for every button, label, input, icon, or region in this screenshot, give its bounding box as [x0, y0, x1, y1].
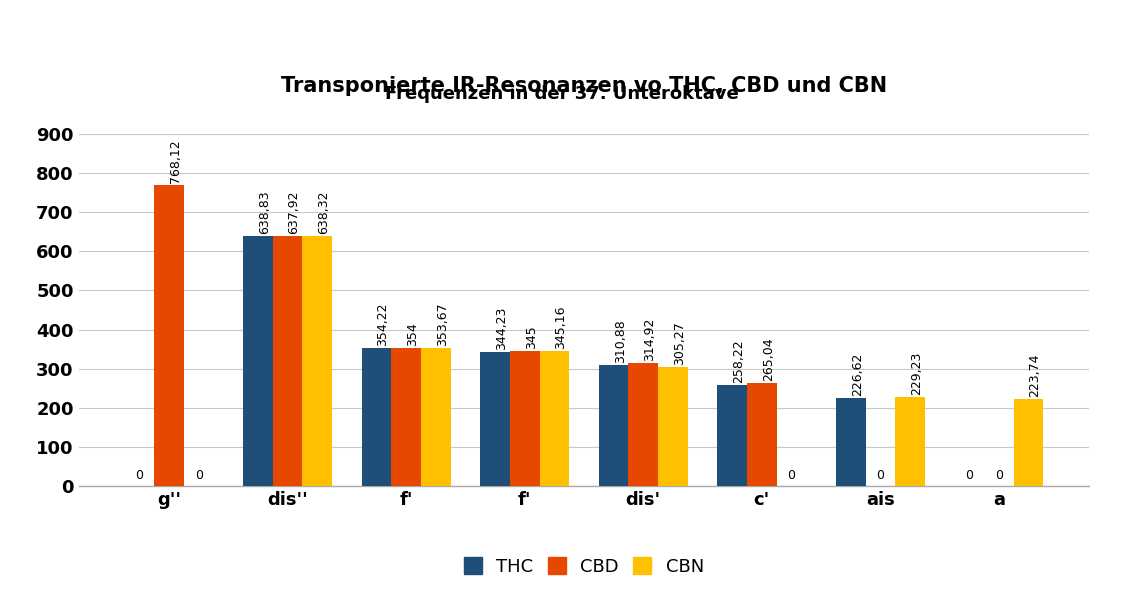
Bar: [658, 367, 687, 486]
Text: 345,16: 345,16: [555, 306, 567, 349]
Text: 0: 0: [136, 469, 144, 482]
Bar: [599, 365, 629, 486]
Bar: [302, 237, 332, 486]
Text: 0: 0: [787, 469, 795, 482]
Bar: [836, 398, 866, 486]
Text: 0: 0: [995, 469, 1003, 482]
Bar: [747, 382, 777, 486]
Bar: [273, 237, 302, 486]
Text: 354: 354: [407, 322, 419, 346]
Text: 258,22: 258,22: [732, 340, 746, 383]
Text: 344,23: 344,23: [495, 306, 508, 350]
Text: 354,22: 354,22: [376, 302, 390, 346]
Text: 229,23: 229,23: [910, 351, 923, 395]
Text: 637,92: 637,92: [287, 191, 301, 235]
Bar: [629, 363, 658, 486]
Text: 265,04: 265,04: [761, 337, 775, 381]
Text: 314,92: 314,92: [643, 317, 656, 361]
Bar: [1014, 399, 1043, 486]
Bar: [391, 348, 421, 486]
Text: 768,12: 768,12: [168, 140, 182, 184]
Text: 638,83: 638,83: [258, 190, 271, 234]
Text: Frequenzen in der 37. Unteroktave: Frequenzen in der 37. Unteroktave: [384, 85, 739, 103]
Bar: [421, 348, 450, 486]
Text: 226,62: 226,62: [851, 352, 864, 396]
Bar: [154, 185, 184, 486]
Text: 0: 0: [876, 469, 884, 482]
Text: 0: 0: [966, 469, 974, 482]
Text: 353,67: 353,67: [436, 302, 449, 346]
Bar: [510, 351, 539, 486]
Legend: THC, CBD, CBN: THC, CBD, CBN: [455, 548, 713, 585]
Bar: [243, 236, 273, 486]
Text: 223,74: 223,74: [1029, 353, 1041, 397]
Bar: [481, 351, 510, 486]
Text: 638,32: 638,32: [317, 191, 330, 234]
Bar: [895, 396, 925, 486]
Text: 310,88: 310,88: [613, 319, 627, 362]
Bar: [539, 351, 569, 486]
Text: 345: 345: [524, 325, 538, 349]
Text: 305,27: 305,27: [673, 321, 686, 365]
Bar: [362, 348, 391, 486]
Bar: [718, 385, 747, 486]
Title: Transponierte IR-Resonanzen vo THC, CBD und CBN: Transponierte IR-Resonanzen vo THC, CBD …: [281, 76, 887, 96]
Text: 0: 0: [194, 469, 202, 482]
